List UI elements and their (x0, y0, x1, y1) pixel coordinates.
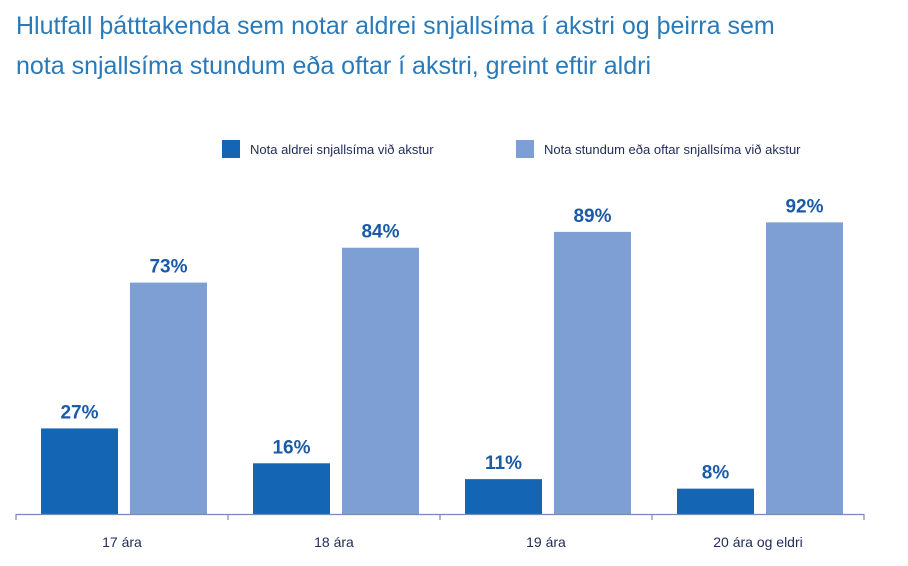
x-tick-label-2: 19 ára (526, 534, 566, 550)
data-label-never-2: 11% (485, 453, 522, 474)
data-label-never-3: 8% (702, 463, 730, 484)
bar-never-1 (253, 463, 330, 514)
data-label-never-0: 27% (60, 402, 98, 423)
bar-sometimes-3 (766, 222, 843, 515)
x-tick-label-0: 17 ára (102, 534, 142, 550)
data-label-sometimes-2: 89% (573, 206, 611, 227)
x-axis: 17 ára 18 ára 19 ára 20 ára og eldri (15, 513, 865, 550)
bar-never-2 (465, 479, 542, 514)
legend-swatch-sometimes (516, 140, 534, 158)
data-label-sometimes-1: 84% (361, 222, 399, 243)
bar-sometimes-1 (342, 247, 419, 514)
chart-title: Hlutfall þátttakenda sem notar aldrei sn… (16, 6, 896, 86)
chart-title-line-2: nota snjallsíma stundum eða oftar í akst… (16, 52, 652, 80)
bar-never-3 (677, 488, 754, 514)
chart-title-line-1: Hlutfall þátttakenda sem notar aldrei sn… (16, 12, 775, 40)
bar-never-0 (41, 428, 118, 514)
data-label-sometimes-0: 73% (149, 257, 187, 278)
data-label-never-1: 16% (272, 437, 310, 458)
legend-label-sometimes: Nota stundum eða oftar snjallsíma við ak… (544, 142, 801, 157)
bar-sometimes-2 (554, 231, 631, 514)
x-tick-label-1: 18 ára (314, 534, 354, 550)
x-tick-label-3: 20 ára og eldri (713, 534, 803, 550)
bar-sometimes-0 (130, 282, 207, 514)
legend: Nota aldrei snjallsíma við akstur Nota st… (222, 140, 801, 158)
data-label-sometimes-3: 92% (785, 196, 823, 217)
legend-swatch-never (222, 140, 240, 158)
bars: 27% 73% 16% 84% 11% 89% 8% 92% (41, 196, 843, 515)
legend-label-never: Nota aldrei snjallsíma við akstur (250, 142, 434, 157)
